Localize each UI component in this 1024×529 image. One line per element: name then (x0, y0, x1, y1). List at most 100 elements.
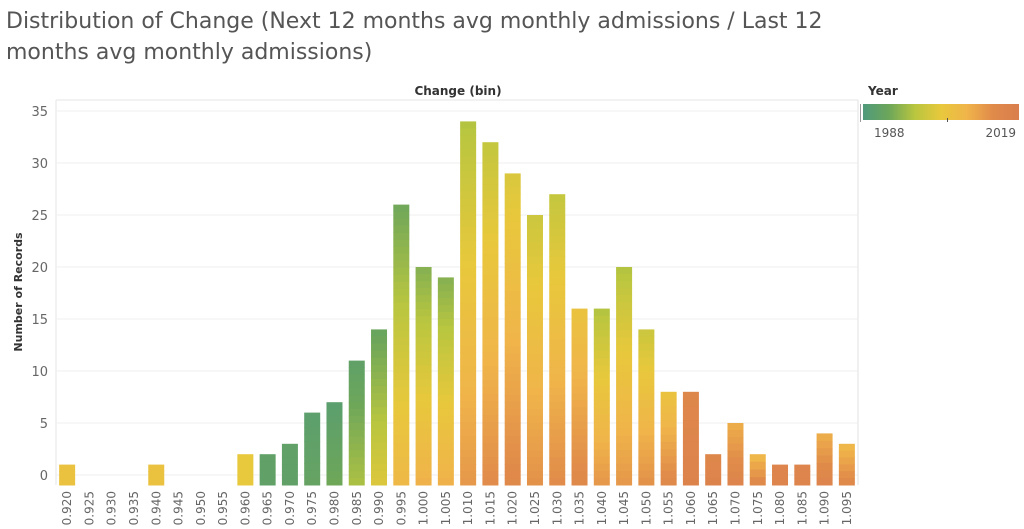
bar-segment (393, 330, 410, 339)
y-tick-label: 30 (31, 157, 48, 172)
bar-segment (660, 413, 677, 421)
bar-segment (549, 221, 566, 230)
bar-segment (460, 233, 477, 241)
bar-segment (59, 464, 76, 472)
bar-segment (571, 470, 588, 479)
bar-segment (593, 393, 610, 401)
bars (59, 121, 855, 486)
bar-segment (482, 352, 499, 360)
bar-segment (281, 464, 298, 472)
bar-segment (549, 464, 566, 472)
x-axis-header: Change (bin) (414, 84, 501, 98)
bar-segment (482, 464, 499, 472)
bar-segment (571, 379, 588, 387)
bar-segment (504, 388, 521, 396)
bar-segment (482, 450, 499, 458)
bar-segment (393, 365, 410, 374)
bar-segment (660, 406, 677, 414)
y-axis-label: Number of Records (12, 232, 25, 352)
bar-segment (616, 365, 633, 373)
bar-segment (482, 457, 499, 465)
bar-segment (437, 291, 454, 299)
bar-segment (415, 393, 432, 402)
bar-segment (393, 295, 410, 304)
bar-segment (371, 378, 388, 387)
bar-segment (304, 448, 321, 457)
bar-segment (593, 477, 610, 486)
bar-segment (437, 346, 454, 355)
bar-segment (393, 260, 410, 269)
bar-segment (638, 400, 655, 408)
bar-segment (593, 322, 610, 331)
bar-segment (259, 469, 276, 478)
x-tick-label: 0.980 (327, 491, 341, 525)
bar-segment (326, 471, 343, 479)
bar-segment (393, 358, 410, 367)
bar-segment (504, 401, 521, 410)
bar-segment (526, 464, 543, 472)
bar-segment (772, 471, 789, 479)
bar-segment (526, 284, 543, 292)
bar-segment (371, 463, 388, 472)
x-tick-label: 1.075 (751, 491, 765, 525)
bar-segment (460, 303, 477, 311)
bar-segment (437, 367, 454, 375)
bar-segment (393, 470, 410, 479)
bar-segment (638, 393, 655, 401)
bar-segment (504, 353, 521, 361)
bar-segment (415, 456, 432, 465)
bar-segment (526, 367, 543, 375)
bar-segment (638, 343, 655, 352)
y-axis: 0 5 10 15 20 25 30 35 (31, 105, 48, 484)
bar-segment (660, 463, 677, 472)
legend-tick (947, 118, 948, 122)
bar-segment (415, 407, 432, 416)
y-tick-label: 25 (31, 209, 48, 224)
bar-segment (371, 343, 388, 352)
bar-segment (682, 398, 699, 407)
bar-segment (571, 456, 588, 465)
bar-segment (415, 302, 432, 310)
bar-segment (571, 322, 588, 331)
bar-segment (593, 386, 610, 394)
bar-segment (348, 381, 365, 389)
bar-segment (482, 226, 499, 234)
bar-segment (415, 414, 432, 423)
bar-segment (616, 358, 633, 366)
bar-segment (593, 365, 610, 373)
bar-segment (415, 372, 432, 381)
bar-segment (526, 339, 543, 348)
bar-segment (304, 456, 321, 464)
bar-segment (460, 401, 477, 409)
x-tick-label: 0.960 (238, 491, 252, 525)
bar-segment (638, 385, 655, 394)
x-tick-label: 0.925 (82, 491, 96, 525)
bar-segment (526, 415, 543, 424)
bar-segment (460, 177, 477, 185)
bar-segment (526, 429, 543, 438)
bar-segment (504, 478, 521, 486)
x-tick-label: 1.025 (528, 491, 542, 525)
bar-segment (682, 456, 699, 464)
bar-segment (504, 325, 521, 334)
bar-segment (482, 366, 499, 374)
bar-segment (727, 464, 744, 472)
bar-segment (281, 471, 298, 479)
bar-segment (571, 463, 588, 472)
bar-segment (549, 457, 566, 465)
bar-segment (415, 358, 432, 366)
bar-segment (415, 386, 432, 395)
bar-segment (482, 429, 499, 437)
bar-segment (749, 469, 766, 478)
bar-segment (571, 336, 588, 345)
bar-segment (593, 315, 610, 324)
bar-segment (549, 284, 566, 292)
bar-segment (816, 462, 833, 471)
bar-segment (460, 212, 477, 220)
x-tick-label: 1.005 (439, 491, 453, 525)
bar-segment (526, 443, 543, 451)
bar-segment (348, 415, 365, 424)
bar-segment (593, 414, 610, 422)
bar-segment (549, 242, 566, 251)
